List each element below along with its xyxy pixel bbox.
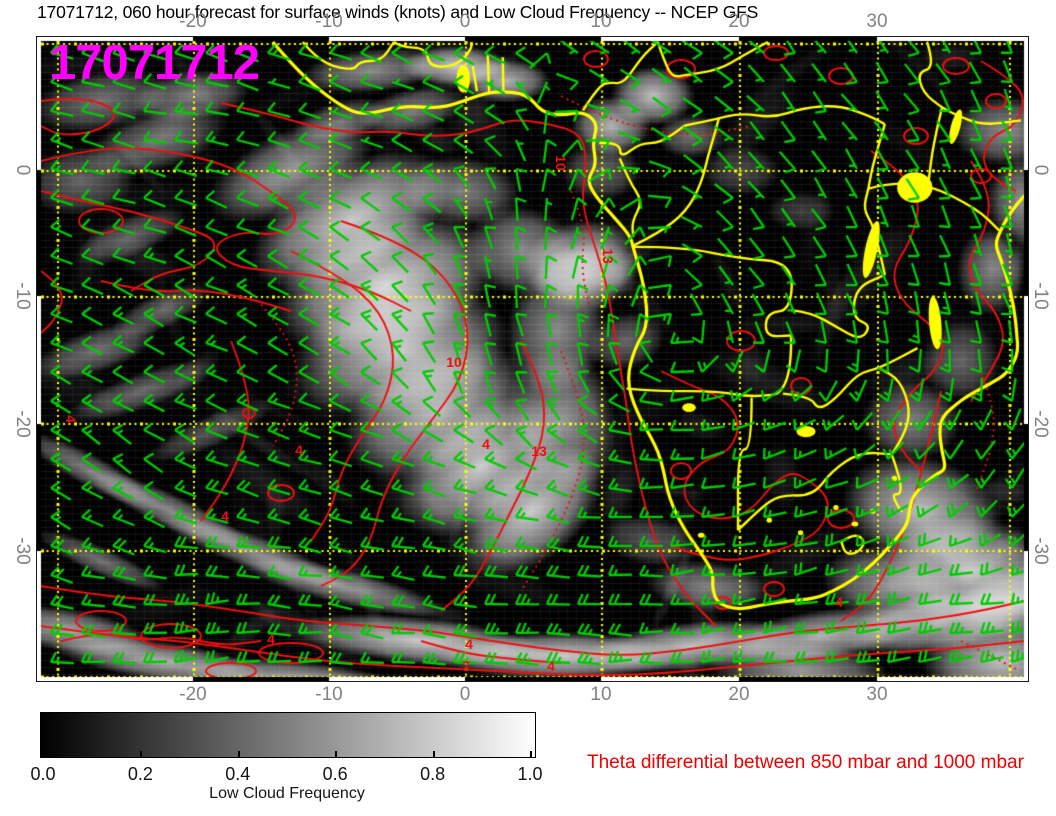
lon-tick-top: -10: [315, 11, 343, 32]
lon-tick-bottom: -20: [179, 684, 207, 705]
colorbar-tick-label: 0.6: [322, 764, 348, 784]
lon-tick-bottom: 20: [728, 684, 750, 705]
colorbar-tick-label: 0.8: [420, 764, 446, 784]
lat-tick-right: -30: [1030, 537, 1051, 565]
lon-tick-top: 30: [866, 11, 888, 32]
colorbar-tick-label: 0.0: [30, 764, 56, 784]
contour-label: 4: [63, 415, 79, 423]
lat-tick-left: -20: [12, 410, 33, 438]
lat-tick-right: -20: [1030, 410, 1051, 438]
colorbar-notch: [335, 751, 338, 757]
lon-tick-top: 10: [590, 11, 612, 32]
map-canvas: [37, 37, 1028, 681]
page-title: 17071712, 060 hour forecast for surface …: [37, 2, 759, 22]
colorbar-label: Low Cloud Frequency: [209, 785, 365, 802]
lat-tick-right: 0: [1030, 164, 1051, 176]
colorbar-notch: [140, 751, 143, 757]
contour-label: 4: [267, 631, 275, 647]
lat-tick-left: 0: [12, 164, 33, 176]
colorbar-notch: [43, 751, 45, 757]
contour-label: 7: [462, 658, 470, 674]
contour-label: 4: [465, 636, 473, 652]
contour-label: 10: [553, 155, 569, 171]
lon-tick-bottom: 30: [866, 684, 888, 705]
colorbar-tick-label: 0.2: [127, 764, 153, 784]
colorbar-notch: [530, 751, 532, 757]
contour-label: 13: [600, 248, 616, 264]
colorbar: [40, 712, 536, 758]
colorbar-notch: [432, 751, 435, 757]
colorbar-notch: [237, 751, 240, 757]
lon-tick-top: 0: [459, 11, 471, 32]
lat-tick-right: -10: [1030, 282, 1051, 310]
lon-tick-bottom: -10: [315, 684, 343, 705]
contour-label: 13: [531, 443, 547, 459]
contour-label: 10: [446, 354, 462, 370]
lon-tick-bottom: 0: [459, 684, 471, 705]
lon-tick-bottom: 10: [590, 684, 612, 705]
lat-tick-left: -30: [12, 537, 33, 565]
colorbar-tick-label: 1.0: [517, 764, 543, 784]
theta-caption: Theta differential between 850 mbar and …: [587, 752, 1024, 773]
map-frame: 17071712 10 4 13 4 4 7 4 4 4 10 13 4 4: [36, 36, 1029, 682]
contour-label: 4: [295, 442, 303, 458]
lon-tick-top: 20: [728, 11, 750, 32]
lat-tick-left: -10: [12, 282, 33, 310]
contour-label: 4: [835, 594, 843, 610]
contour-label: 4: [221, 508, 229, 524]
colorbar-tick-label: 0.4: [225, 764, 251, 784]
contour-label: 4: [482, 436, 490, 452]
contour-label: 4: [547, 658, 555, 674]
timestamp-overlay: 17071712: [49, 36, 260, 90]
lon-tick-top: -20: [179, 11, 207, 32]
